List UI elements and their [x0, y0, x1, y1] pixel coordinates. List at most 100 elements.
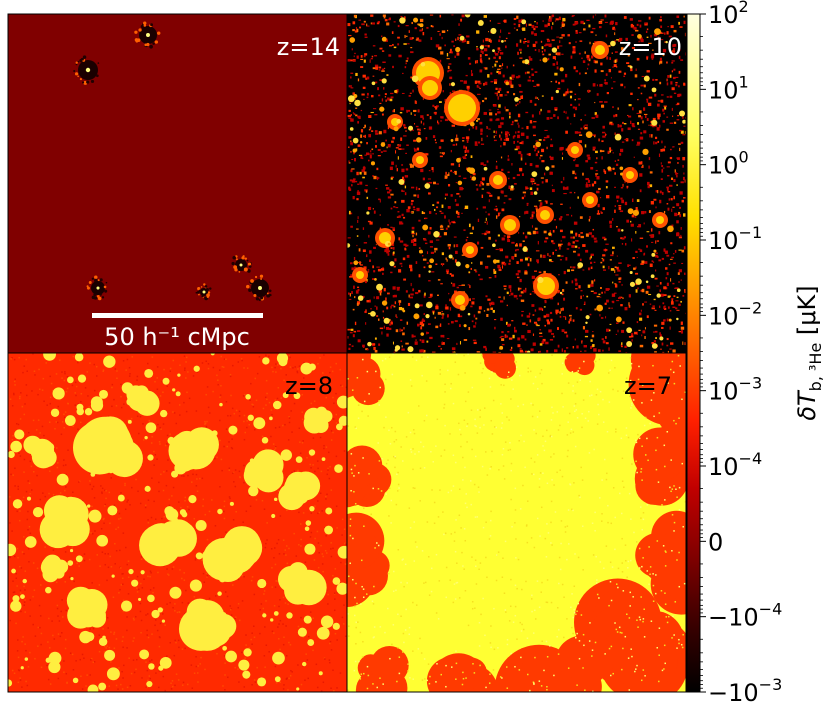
noise-pixel — [78, 480, 81, 483]
filament-pixel — [667, 207, 670, 211]
filament-pixel — [589, 313, 592, 316]
filament-pixel — [353, 55, 355, 58]
filament-pixel — [656, 285, 659, 287]
filament-pixel — [668, 35, 672, 38]
filament-pixel — [556, 61, 558, 65]
noise-pixel — [194, 559, 197, 561]
noise-pixel — [253, 679, 256, 681]
noise-pixel — [593, 448, 595, 451]
filament-pixel — [640, 309, 642, 312]
bright-spot — [490, 27, 497, 34]
filament-pixel — [387, 224, 389, 226]
filament-pixel — [417, 131, 421, 136]
noise-pixel — [270, 435, 272, 438]
filament-pixel — [590, 55, 594, 59]
noise-pixel — [310, 402, 313, 405]
noise-pixel — [277, 387, 280, 389]
filament-pixel — [475, 120, 479, 122]
noise-pixel — [136, 658, 138, 661]
noise-pixel — [288, 417, 291, 419]
noise-pixel — [275, 363, 277, 365]
halo-speckle — [260, 277, 263, 280]
filament-pixel — [363, 20, 366, 23]
noise-pixel — [322, 681, 325, 684]
filament-pixel — [538, 307, 543, 311]
filament-pixel — [594, 240, 597, 243]
noise-pixel — [256, 372, 259, 375]
bright-spot — [418, 249, 423, 254]
filament-pixel — [403, 243, 407, 246]
filament-pixel — [671, 208, 673, 212]
noise-pixel — [550, 601, 553, 604]
filament-pixel — [510, 346, 513, 349]
filament-pixel — [660, 348, 662, 350]
filament-pixel — [658, 231, 661, 235]
noise-pixel — [196, 371, 199, 373]
noise-pixel — [219, 439, 221, 442]
filament-pixel — [516, 261, 519, 265]
noise-pixel — [21, 551, 24, 553]
noise-pixel — [325, 495, 327, 498]
ionized-bubble — [626, 171, 634, 179]
filament-pixel — [450, 194, 453, 197]
filament-pixel — [487, 298, 491, 301]
noise-pixel — [212, 390, 214, 393]
filament-pixel — [493, 135, 495, 139]
filament-pixel — [616, 195, 620, 199]
filament-pixel — [560, 146, 564, 150]
filament-pixel — [605, 336, 607, 339]
filament-pixel — [529, 319, 532, 323]
noise-pixel — [127, 593, 130, 595]
noise-pixel — [463, 568, 465, 570]
filament-pixel — [463, 177, 467, 180]
small-bubble — [164, 506, 175, 517]
filament-pixel — [602, 207, 605, 211]
bright-spot — [413, 17, 419, 23]
noise-pixel — [329, 642, 331, 645]
filament-pixel — [652, 78, 655, 81]
filament-pixel — [445, 306, 449, 310]
filament-pixel — [535, 41, 538, 44]
filament-pixel — [422, 318, 424, 321]
filament-pixel — [420, 115, 424, 118]
filament-pixel — [650, 34, 652, 38]
filament-pixel — [449, 92, 452, 95]
filament-pixel — [375, 132, 379, 135]
filament-pixel — [521, 173, 524, 176]
noise-pixel — [298, 427, 301, 430]
filament-pixel — [458, 23, 460, 26]
noise-pixel — [40, 632, 43, 635]
noise-pixel — [86, 371, 89, 373]
noise-pixel — [19, 679, 22, 681]
filament-pixel — [392, 341, 394, 345]
filament-pixel — [581, 340, 583, 344]
small-bubble — [167, 436, 175, 445]
filament-pixel — [534, 20, 536, 23]
filament-pixel — [480, 181, 482, 185]
filament-pixel — [406, 254, 410, 258]
filament-pixel — [680, 300, 682, 303]
filament-pixel — [503, 296, 505, 300]
filament-pixel — [557, 344, 560, 348]
ionized-region — [34, 446, 48, 460]
filament-pixel — [519, 348, 522, 350]
halo-speckle — [97, 62, 100, 64]
bright-spot — [619, 166, 624, 171]
filament-pixel — [413, 139, 417, 142]
noise-pixel — [42, 377, 45, 380]
filament-pixel — [612, 281, 614, 284]
noise-pixel — [376, 686, 378, 689]
filament-pixel — [410, 51, 414, 54]
filament-pixel — [652, 124, 655, 128]
filament-pixel — [357, 216, 359, 220]
filament-pixel — [662, 48, 667, 53]
filament-pixel — [656, 240, 660, 242]
filament-pixel — [585, 184, 589, 188]
noise-pixel — [268, 651, 270, 653]
filament-pixel — [558, 16, 561, 21]
filament-pixel — [461, 40, 465, 43]
filament-pixel — [531, 275, 536, 279]
noise-pixel — [330, 555, 333, 558]
filament-pixel — [381, 98, 384, 102]
noise-pixel — [144, 506, 147, 509]
